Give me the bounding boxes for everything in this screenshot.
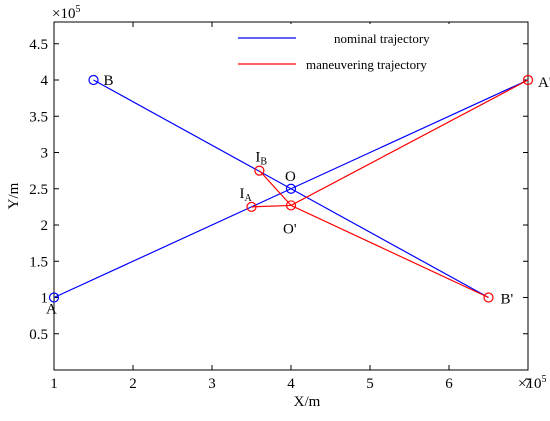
- point-marker: [483, 292, 494, 303]
- y-tick-label: 0.5: [29, 327, 48, 343]
- point-marker: [246, 201, 257, 212]
- y-tick-label: 3.5: [29, 109, 48, 125]
- point-marker: [48, 292, 60, 303]
- legend: nominal trajectory maneuvering trajector…: [234, 24, 522, 80]
- x-tick-label: 1: [50, 376, 58, 392]
- point-label: IA: [240, 186, 253, 204]
- point-label: O: [285, 169, 296, 185]
- y-tick-label: 3: [41, 146, 49, 162]
- x-axis-label: X/m: [294, 394, 321, 410]
- y-tick-label: 4.5: [29, 37, 48, 53]
- x-tick-label: 7: [524, 376, 532, 392]
- x-axis-multiplier: ×105: [518, 374, 546, 392]
- x-tick-label: 6: [445, 376, 453, 392]
- point-label: A': [538, 75, 550, 91]
- x-tick-label: 3: [208, 376, 216, 392]
- x-tick-label: 5: [366, 376, 374, 392]
- x-tick-label: 2: [129, 376, 137, 392]
- maneuvering-trajectory-line-1: [258, 170, 489, 299]
- point-marker: [88, 74, 99, 86]
- y-tick-label: 4: [41, 73, 49, 89]
- point-label: O': [283, 221, 297, 237]
- point-label: IB: [255, 150, 267, 168]
- y-axis-label: Y/m: [6, 182, 22, 209]
- point-label: B: [104, 73, 114, 89]
- point-label: B': [501, 292, 514, 308]
- point-label: A: [46, 302, 57, 318]
- point-marker: [254, 165, 265, 176]
- x-tick-label: 4: [287, 376, 295, 392]
- y-tick-label: 2.5: [29, 182, 48, 198]
- y-axis-multiplier: ×105: [52, 4, 80, 22]
- nominal-trajectory-line-1: [93, 79, 489, 299]
- y-tick-label: 1.5: [29, 254, 48, 270]
- legend-label-maneuvering: maneuvering trajectory: [306, 57, 427, 72]
- point-marker: [285, 200, 297, 211]
- y-tick-label: 2: [41, 218, 49, 234]
- legend-label-nominal: nominal trajectory: [334, 31, 430, 46]
- point-marker: [285, 183, 297, 194]
- point-marker: [522, 74, 534, 86]
- y-tick-label: 1: [41, 291, 49, 307]
